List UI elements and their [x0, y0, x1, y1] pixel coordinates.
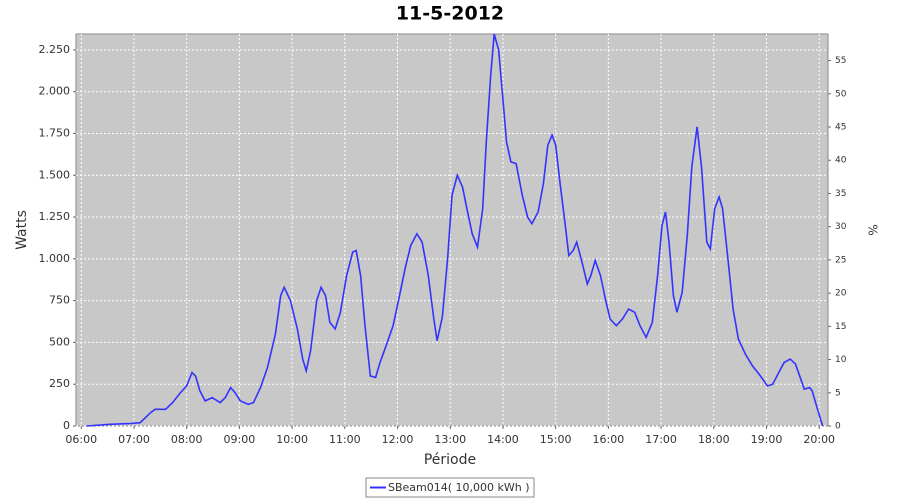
y-tick-label: 250	[49, 377, 70, 390]
y2-tick-label: 25	[835, 255, 846, 265]
y-tick-label: 750	[49, 294, 70, 307]
x-tick-label: 16:00	[593, 433, 625, 446]
x-tick-label: 19:00	[751, 433, 783, 446]
x-tick-label: 13:00	[434, 433, 466, 446]
data-line	[86, 33, 824, 427]
x-tick-label: 06:00	[65, 433, 97, 446]
y2-axis-title: %	[866, 224, 880, 235]
y-tick-label: 1.000	[39, 252, 71, 265]
x-tick-label: 08:00	[171, 433, 203, 446]
x-tick-label: 12:00	[382, 433, 414, 446]
legend-box	[365, 477, 535, 498]
y2-tick-label: 10	[835, 355, 847, 365]
x-axis-title: Période	[424, 452, 476, 468]
x-tick-label: 11:00	[329, 433, 361, 446]
x-tick-label: 17:00	[645, 433, 677, 446]
y-tick-label: 500	[49, 335, 70, 348]
x-tick-label: 15:00	[540, 433, 572, 446]
x-tick-label: 09:00	[224, 433, 256, 446]
x-tick-label: 20:00	[803, 433, 835, 446]
x-tick-label: 10:00	[276, 433, 308, 446]
y2-tick-label: 15	[835, 322, 846, 332]
y2-tick-label: 35	[835, 189, 846, 199]
y-tick-label: 1.250	[39, 210, 71, 223]
y2-tick-label: 20	[835, 289, 847, 299]
y-tick-label: 1.750	[39, 126, 71, 139]
x-tick-label: 18:00	[698, 433, 730, 446]
plot-area	[75, 33, 829, 427]
y2-tick-label: 50	[835, 89, 847, 99]
y2-tick-label: 45	[835, 123, 846, 133]
y2-tick-label: 30	[835, 222, 847, 232]
y2-tick-label: 55	[835, 56, 846, 66]
y2-tick-label: 40	[835, 156, 847, 166]
x-tick-label: 07:00	[118, 433, 150, 446]
x-tick-label: 14:00	[487, 433, 519, 446]
y-tick-label: 0	[63, 419, 70, 432]
y-axis-title: Watts	[14, 210, 30, 250]
chart-title: 11-5-2012	[396, 3, 504, 25]
legend-label: SBeam014( 10,000 kWh )	[388, 481, 530, 494]
y-tick-label: 2.250	[39, 43, 71, 56]
y-tick-label: 1.500	[39, 168, 71, 181]
y2-tick-label: 5	[835, 388, 841, 398]
y-tick-label: 2.000	[39, 85, 71, 98]
y2-tick-label: 0	[835, 422, 841, 432]
